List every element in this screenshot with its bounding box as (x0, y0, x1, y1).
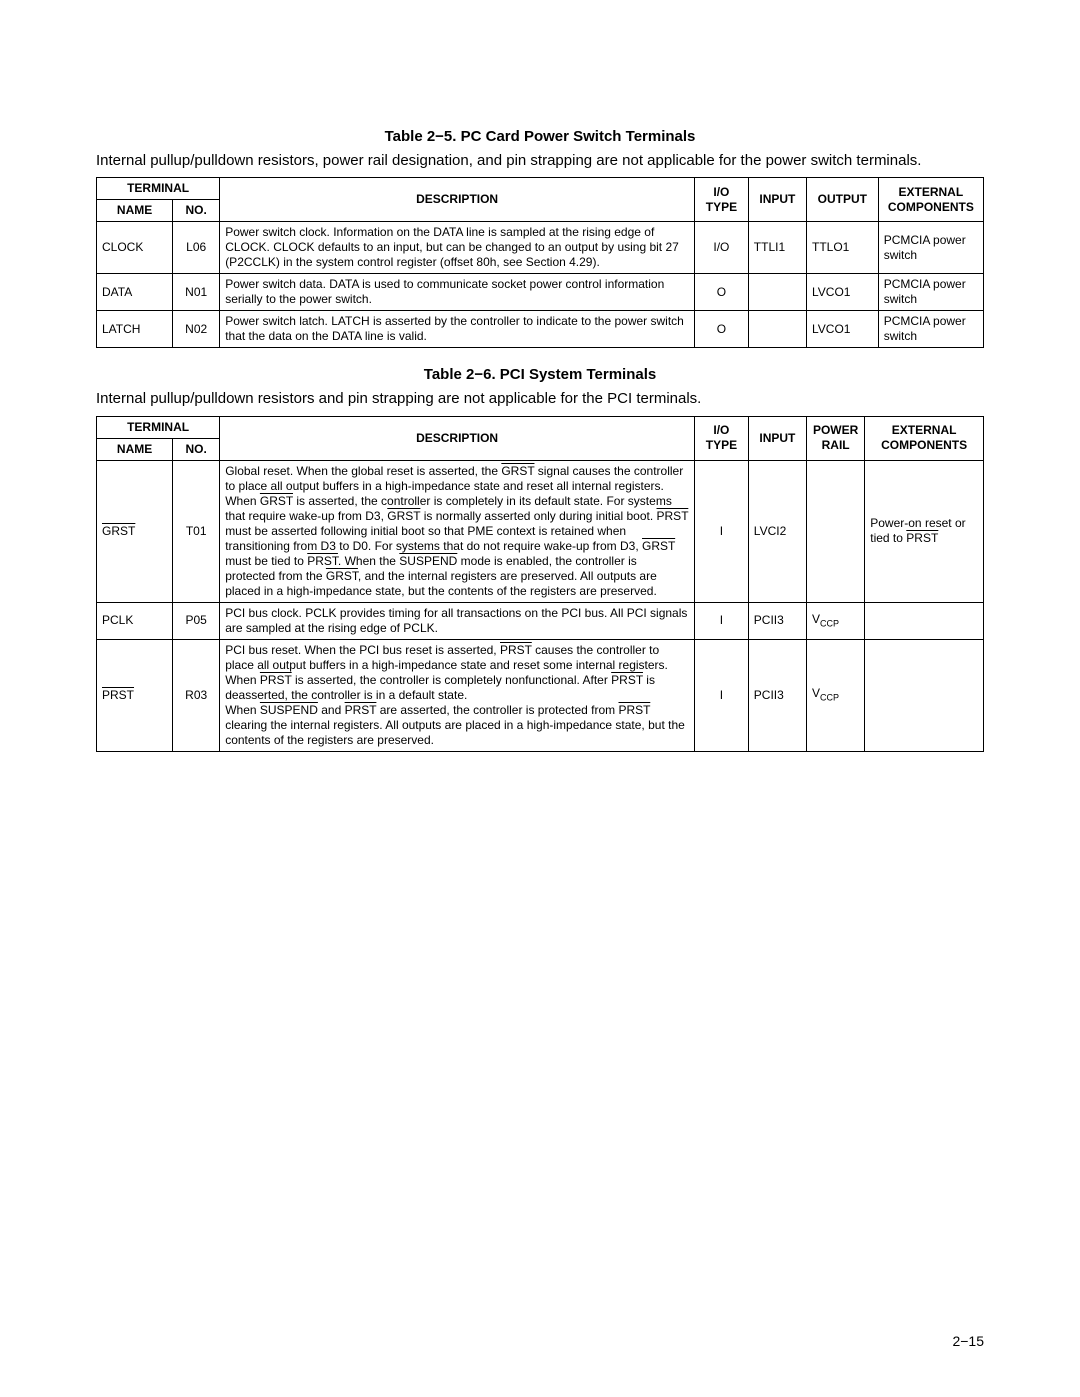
page-number: 2−15 (952, 1333, 984, 1349)
table2-caption: Table 2−6. PCI System Terminals (96, 366, 984, 383)
cell-power: VCCP (807, 639, 865, 751)
th-no: NO. (173, 438, 220, 460)
cell-ext (865, 639, 984, 751)
cell-io: I (695, 639, 749, 751)
table-row: CLOCK L06 Power switch clock. Informatio… (97, 222, 984, 274)
th-output: OUTPUT (807, 178, 879, 222)
cell-power (807, 460, 865, 602)
cell-no: T01 (173, 460, 220, 602)
th-no: NO. (173, 200, 220, 222)
cell-output: LVCO1 (807, 311, 879, 348)
th-ext: EXTERNAL COMPONENTS (865, 416, 984, 460)
cell-name: PCLK (97, 602, 173, 639)
cell-ext: PCMCIA power switch (878, 311, 983, 348)
table2-header-row1: TERMINAL DESCRIPTION I/O TYPE INPUT POWE… (97, 416, 984, 438)
cell-no: N01 (173, 274, 220, 311)
cell-power: VCCP (807, 602, 865, 639)
cell-desc: PCI bus reset. When the PCI bus reset is… (220, 639, 695, 751)
cell-desc: Power switch data. DATA is used to commu… (220, 274, 695, 311)
th-desc: DESCRIPTION (220, 178, 695, 222)
cell-input: LVCI2 (748, 460, 806, 602)
cell-input (748, 274, 806, 311)
cell-name: DATA (97, 274, 173, 311)
cell-io: I (695, 460, 749, 602)
cell-input: TTLI1 (748, 222, 806, 274)
cell-no: L06 (173, 222, 220, 274)
th-desc: DESCRIPTION (220, 416, 695, 460)
th-input: INPUT (748, 178, 806, 222)
th-terminal: TERMINAL (97, 178, 220, 200)
table1-intro: Internal pullup/pulldown resistors, powe… (96, 151, 984, 171)
table2: TERMINAL DESCRIPTION I/O TYPE INPUT POWE… (96, 416, 984, 752)
cell-desc: PCI bus clock. PCLK provides timing for … (220, 602, 695, 639)
th-ext: EXTERNAL COMPONENTS (878, 178, 983, 222)
cell-name: PRST (97, 639, 173, 751)
table1-header-row1: TERMINAL DESCRIPTION I/O TYPE INPUT OUTP… (97, 178, 984, 200)
cell-no: R03 (173, 639, 220, 751)
cell-ext (865, 602, 984, 639)
cell-io: I/O (695, 222, 749, 274)
cell-output: LVCO1 (807, 274, 879, 311)
table2-intro: Internal pullup/pulldown resistors and p… (96, 389, 984, 409)
cell-input (748, 311, 806, 348)
cell-ext: PCMCIA power switch (878, 274, 983, 311)
cell-output: TTLO1 (807, 222, 879, 274)
cell-io: O (695, 274, 749, 311)
th-io: I/O TYPE (695, 178, 749, 222)
table-row: LATCH N02 Power switch latch. LATCH is a… (97, 311, 984, 348)
th-terminal: TERMINAL (97, 416, 220, 438)
th-power: POWER RAIL (807, 416, 865, 460)
th-name: NAME (97, 200, 173, 222)
cell-desc: Power switch clock. Information on the D… (220, 222, 695, 274)
th-io: I/O TYPE (695, 416, 749, 460)
cell-input: PCII3 (748, 602, 806, 639)
table-row: PRST R03 PCI bus reset. When the PCI bus… (97, 639, 984, 751)
cell-name: CLOCK (97, 222, 173, 274)
table1: TERMINAL DESCRIPTION I/O TYPE INPUT OUTP… (96, 177, 984, 348)
cell-desc: Global reset. When the global reset is a… (220, 460, 695, 602)
cell-io: O (695, 311, 749, 348)
table-row: PCLK P05 PCI bus clock. PCLK provides ti… (97, 602, 984, 639)
table-row: DATA N01 Power switch data. DATA is used… (97, 274, 984, 311)
cell-name: LATCH (97, 311, 173, 348)
cell-no: P05 (173, 602, 220, 639)
th-input: INPUT (748, 416, 806, 460)
th-name: NAME (97, 438, 173, 460)
cell-name: GRST (97, 460, 173, 602)
cell-ext: PCMCIA power switch (878, 222, 983, 274)
cell-desc: Power switch latch. LATCH is asserted by… (220, 311, 695, 348)
cell-io: I (695, 602, 749, 639)
table1-caption: Table 2−5. PC Card Power Switch Terminal… (96, 128, 984, 145)
cell-input: PCII3 (748, 639, 806, 751)
cell-no: N02 (173, 311, 220, 348)
cell-ext: Power-on reset or tied to PRST (865, 460, 984, 602)
table-row: GRST T01 Global reset. When the global r… (97, 460, 984, 602)
